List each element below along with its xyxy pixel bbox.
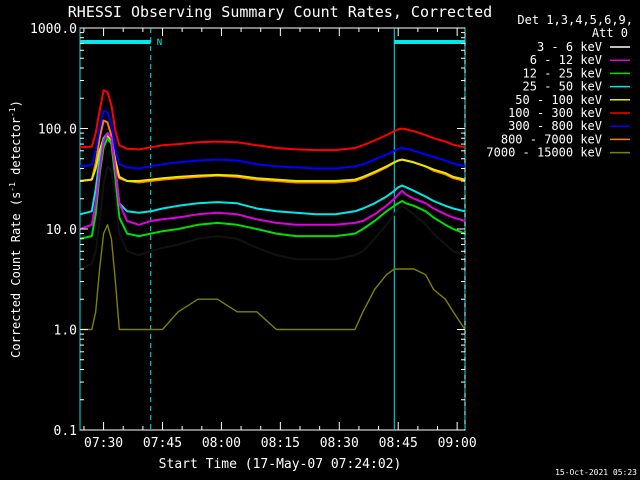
legend-label: 3 - 6 keV — [537, 40, 602, 54]
y-tick-label: 100.0 — [38, 123, 77, 138]
y-axis-label-sup2: -1 — [8, 107, 17, 117]
chart-title: RHESSI Observing Summary Count Rates, Co… — [68, 3, 492, 21]
series-line — [80, 224, 466, 331]
y-axis-label-mid: detector — [9, 117, 23, 182]
x-tick-label: 08:45 — [379, 436, 418, 451]
legend-label: 6 - 12 keV — [530, 53, 602, 67]
legend-header-line-1: Det 1,3,4,5,6,9, — [517, 13, 633, 27]
x-tick-label: 08:30 — [320, 436, 359, 451]
y-axis-label-end: ) — [9, 100, 23, 107]
legend-label: 7000 - 15000 keV — [486, 146, 602, 160]
y-axis-label: Corrected Count Rate (s-1 detector-1) — [8, 100, 23, 358]
legend-label: 800 - 7000 keV — [501, 132, 602, 146]
series-line — [79, 132, 466, 230]
y-axis-label-sup1: -1 — [8, 182, 17, 192]
x-tick-label: 08:15 — [261, 436, 300, 451]
series-line — [79, 137, 466, 240]
y-tick-label: 1.0 — [54, 324, 77, 339]
series-line — [79, 165, 466, 270]
legend-label: 50 - 100 keV — [515, 93, 602, 107]
legend-label: 25 - 50 keV — [523, 80, 602, 94]
x-tick-label: 08:00 — [202, 436, 241, 451]
y-tick-label: 10.0 — [46, 223, 77, 238]
series-line — [79, 89, 466, 152]
x-tick-label: 07:30 — [84, 436, 123, 451]
saa-label: N — [157, 38, 162, 48]
legend-header-line-2: Att 0 — [592, 26, 628, 40]
plot-frame — [79, 27, 466, 431]
legend-label: 100 - 300 keV — [508, 106, 602, 120]
y-axis-label-main: Corrected Count Rate (s — [9, 192, 23, 358]
series-line — [79, 132, 466, 216]
x-axis: 07:30 07:45 08:00 08:15 08:30 08:45 09:00 — [83, 28, 477, 451]
series-line — [79, 134, 466, 182]
x-tick-label: 09:00 — [438, 436, 477, 451]
timestamp: 15-Oct-2021 05:23 — [555, 468, 637, 477]
series-line — [79, 109, 466, 170]
legend-label: 12 - 25 keV — [523, 66, 602, 80]
x-tick-label: 07:45 — [143, 436, 182, 451]
y-tick-label: 1000.0 — [30, 22, 77, 37]
legend-label: 300 - 800 keV — [508, 119, 602, 133]
x-axis-label: Start Time (17-May-07 07:24:02) — [159, 457, 402, 472]
plot-area: N — [79, 27, 466, 431]
y-axis: 1000.0 100.0 10.0 1.0 0.1 — [30, 22, 465, 439]
y-tick-label: 0.1 — [54, 424, 77, 439]
